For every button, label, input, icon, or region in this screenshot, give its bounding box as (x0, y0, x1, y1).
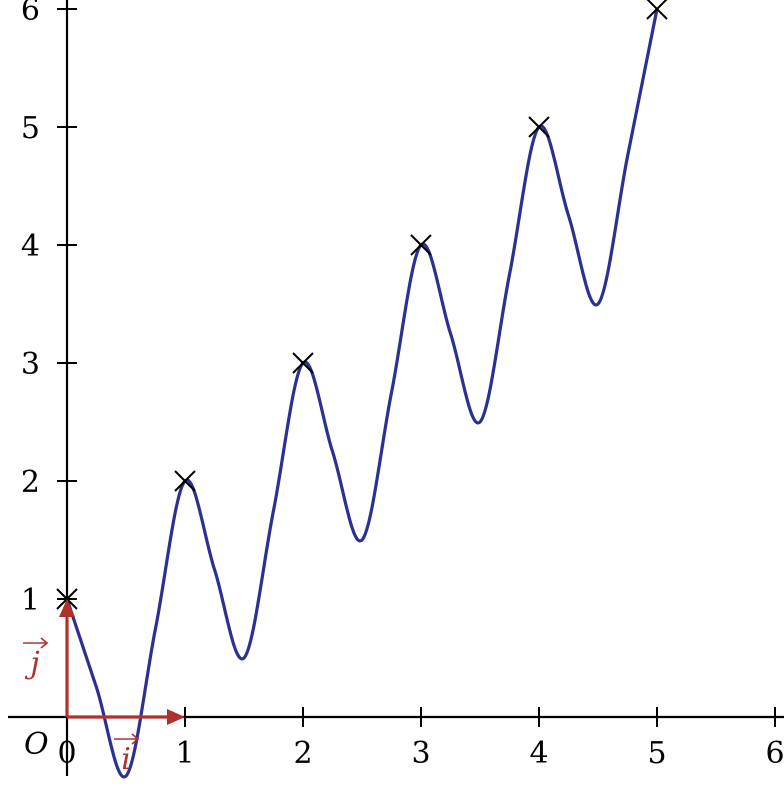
origin-label: O (24, 727, 49, 762)
vector-j-label-arrow (23, 637, 49, 649)
point-marker (292, 352, 314, 374)
x-tick-label: 0 (57, 736, 76, 771)
x-tick-label: 6 (765, 736, 784, 771)
vector-i-arrowhead (167, 709, 185, 725)
series-line (65, 8, 659, 779)
y-tick-label: 6 (21, 0, 40, 28)
axis-ticks (57, 8, 776, 727)
y-tick-label: 4 (21, 229, 40, 264)
y-tick-label: 1 (21, 583, 40, 618)
x-tick-label: 3 (411, 736, 430, 771)
axes (8, 0, 784, 776)
point-markers (56, 0, 668, 610)
x-tick-label: 4 (529, 736, 548, 771)
x-tick-label: 2 (293, 736, 312, 771)
y-tick-label: 3 (21, 347, 40, 382)
vector-i-label: i (121, 742, 131, 777)
x-tick-label: 1 (175, 736, 194, 771)
y-tick-label: 2 (21, 465, 40, 500)
curves (65, 8, 659, 779)
y-tick-label: 5 (21, 111, 40, 146)
vector-j-arrowhead (59, 599, 75, 617)
x-tick-label: 5 (647, 736, 666, 771)
point-marker (528, 116, 550, 138)
point-marker (646, 0, 668, 20)
point-marker (410, 234, 432, 256)
point-marker (174, 470, 196, 492)
vector-i-label-arrow (114, 733, 140, 745)
vector-j-label: j (24, 646, 39, 681)
tick-labels: 0 1 2 3 4 5 6 1 2 3 4 5 6 (21, 0, 784, 771)
